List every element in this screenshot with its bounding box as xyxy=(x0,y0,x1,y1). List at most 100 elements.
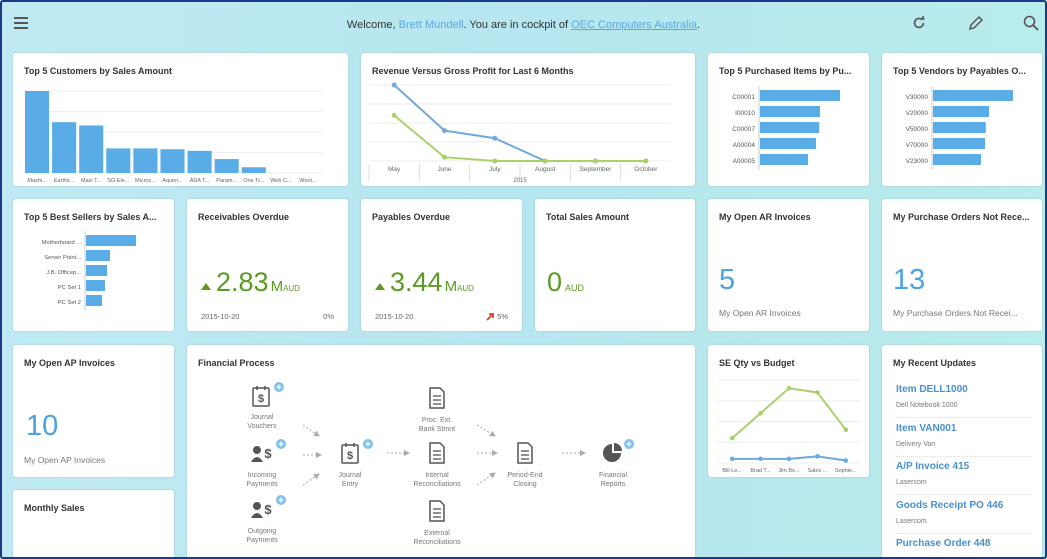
financial-process-card[interactable]: Financial Process $ Journal Vouchers xyxy=(187,345,695,559)
x-tick-label: One Tr... xyxy=(243,178,265,184)
flow-step-journal-entry[interactable]: $ xyxy=(340,439,373,469)
add-badge-icon[interactable] xyxy=(276,495,286,505)
y-tick-label: J.B. Officep... xyxy=(46,270,81,276)
top-customers-card[interactable]: Top 5 Customers by Sales Amount Mashi...… xyxy=(13,53,348,186)
flow-step-journal-vouchers[interactable]: $ xyxy=(251,382,284,412)
flow-step-external-reconciliations[interactable] xyxy=(427,500,447,527)
flow-step-proc-bank-statement[interactable] xyxy=(427,387,447,414)
flow-step-financial-reports[interactable] xyxy=(601,439,634,469)
total-sales-card[interactable]: Total Sales Amount 0 AUD xyxy=(535,199,695,331)
bar xyxy=(133,148,158,173)
purchase-orders-card[interactable]: My Purchase Orders Not Rece... 13 My Pur… xyxy=(882,199,1042,331)
card-title: Total Sales Amount xyxy=(546,212,630,222)
data-point xyxy=(843,458,849,463)
recent-update-item[interactable]: A/P Invoice 415 Lasercom xyxy=(896,461,1032,495)
receivables-change: 0% xyxy=(323,312,334,321)
card-title: My Open AR Invoices xyxy=(719,212,811,222)
x-tick-label: Sales ... xyxy=(807,468,827,474)
search-icon[interactable] xyxy=(1022,14,1040,32)
recent-update-item[interactable]: Item DELL1000 Dell Notebook 1000 xyxy=(896,384,1032,418)
recent-update-item[interactable]: Item VAN001 Delivery Van xyxy=(896,423,1032,457)
svg-text:$: $ xyxy=(347,450,353,462)
y-tick-label: PC Set 2 xyxy=(58,300,81,306)
incoming-payment-icon: $ xyxy=(251,446,272,462)
data-point xyxy=(729,456,735,462)
edit-icon[interactable] xyxy=(967,14,985,32)
bar xyxy=(760,106,820,117)
recent-update-title[interactable]: A/P Invoice 415 xyxy=(896,461,970,472)
total-sales-value: 0 AUD xyxy=(547,267,585,297)
bar xyxy=(933,122,986,133)
document-icon xyxy=(429,387,445,409)
data-point xyxy=(442,128,447,134)
bar xyxy=(86,250,110,261)
data-point xyxy=(492,135,498,141)
y-tick-label: A00005 xyxy=(733,158,756,165)
bar xyxy=(187,150,212,173)
recent-update-title[interactable]: Item DELL1000 xyxy=(896,384,968,395)
data-point xyxy=(758,456,763,462)
monthly-sales-card[interactable]: Monthly Sales xyxy=(13,490,174,559)
series-line xyxy=(393,114,646,162)
data-point xyxy=(815,454,820,459)
data-point xyxy=(542,158,548,164)
open-ar-count: 5 xyxy=(719,264,736,296)
x-tick-label: Param... xyxy=(216,178,237,184)
bar xyxy=(86,235,136,246)
pie-chart-icon xyxy=(603,443,622,462)
hamburger-menu-icon[interactable] xyxy=(14,17,28,29)
outgoing-payment-icon: $ xyxy=(251,502,272,518)
flow-step-outgoing-payments[interactable]: $ xyxy=(251,495,286,525)
flow-step-period-end-closing[interactable] xyxy=(515,442,535,469)
recent-update-item[interactable]: Goods Receipt PO 446 Lasercom xyxy=(896,500,1032,534)
add-badge-icon[interactable] xyxy=(276,439,286,449)
recent-update-item[interactable]: Purchase Order 448 xyxy=(896,538,1032,559)
recent-update-title[interactable]: Goods Receipt PO 446 xyxy=(896,499,1004,511)
recent-update-subtitle: Dell Notebook 1000 xyxy=(896,402,958,409)
journal-vouchers-label: Journal Vouchers xyxy=(247,414,277,430)
flow-step-internal-reconciliations[interactable] xyxy=(427,442,447,469)
x-tick-label: SG Ele... xyxy=(107,178,129,184)
data-point xyxy=(843,427,849,433)
recent-update-title[interactable]: Purchase Order 448 xyxy=(896,538,991,549)
recent-update-title[interactable]: Item VAN001 xyxy=(896,422,957,434)
best-sellers-card[interactable]: Top 5 Best Sellers by Sales A... Motherb… xyxy=(13,199,174,331)
data-point xyxy=(391,112,397,118)
bar xyxy=(52,122,77,173)
bar xyxy=(933,138,985,149)
add-badge-icon[interactable] xyxy=(274,382,284,392)
y-tick-label: V30000 xyxy=(906,94,929,101)
bar xyxy=(106,148,131,173)
flow-step-incoming-payments[interactable]: $ xyxy=(251,439,286,469)
x-tick-label: October xyxy=(634,166,658,173)
card-title: Payables Overdue xyxy=(372,212,451,222)
internal-recon-label: Internal Reconciliations xyxy=(413,472,461,488)
recent-update-subtitle: Lasercom xyxy=(896,517,927,525)
receivables-card[interactable]: Receivables Overdue 2.83 M AUD 2015-10-2… xyxy=(187,199,348,331)
x-tick-label: Web C... xyxy=(270,178,292,184)
x-tick-label: September xyxy=(580,166,613,173)
bar xyxy=(86,280,105,291)
card-title: Monthly Sales xyxy=(24,503,85,513)
add-badge-icon[interactable] xyxy=(624,439,634,449)
se-qty-card[interactable]: SE Qty vs Budget Bill Le... Brad T... Jim … xyxy=(708,345,869,477)
revenue-gp-card[interactable]: Revenue Versus Gross Profit for Last 6 M… xyxy=(361,53,695,186)
add-badge-icon[interactable] xyxy=(363,439,373,449)
y-tick-label: PC Set 1 xyxy=(58,285,81,291)
bar xyxy=(86,265,107,276)
payables-card[interactable]: Payables Overdue 3.44 M AUD 2015-10-20 5… xyxy=(361,199,522,331)
document-icon xyxy=(429,500,445,522)
y-tick-label: V20000 xyxy=(906,110,929,117)
voucher-dollar-icon: $ xyxy=(252,386,270,407)
top-customers-chart: Mashi... Earths... Maxi T... SG Ele... Micro… xyxy=(25,90,323,184)
company-link[interactable]: OEC Computers Australia xyxy=(571,19,698,31)
refresh-icon[interactable] xyxy=(910,14,928,32)
x-tick-label: Mashi... xyxy=(27,178,47,184)
open-ap-card[interactable]: My Open AP Invoices 10 My Open AP Invoic… xyxy=(13,345,174,477)
top-vendors-card[interactable]: Top 5 Vendors by Payables O... V30000 V20… xyxy=(882,53,1042,186)
external-recon-label: External Reconciliations xyxy=(413,530,461,546)
x-tick-label: July xyxy=(489,166,501,173)
recent-updates-card[interactable]: My Recent Updates Item DELL1000 Dell Note… xyxy=(882,345,1042,559)
top-purchased-card[interactable]: Top 5 Purchased Items by Pu... C00001 I00… xyxy=(708,53,869,186)
open-ar-card[interactable]: My Open AR Invoices 5 My Open AR Invoice… xyxy=(708,199,869,331)
